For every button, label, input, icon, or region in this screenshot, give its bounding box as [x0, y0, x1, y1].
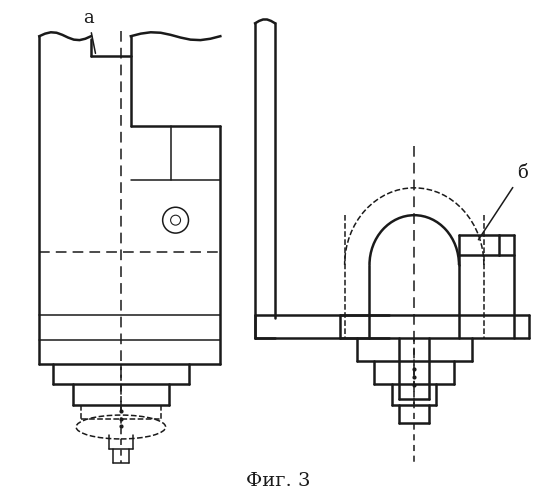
Text: Фиг. 3: Фиг. 3 — [246, 472, 310, 490]
Text: а: а — [83, 10, 95, 54]
Text: б: б — [478, 164, 527, 240]
